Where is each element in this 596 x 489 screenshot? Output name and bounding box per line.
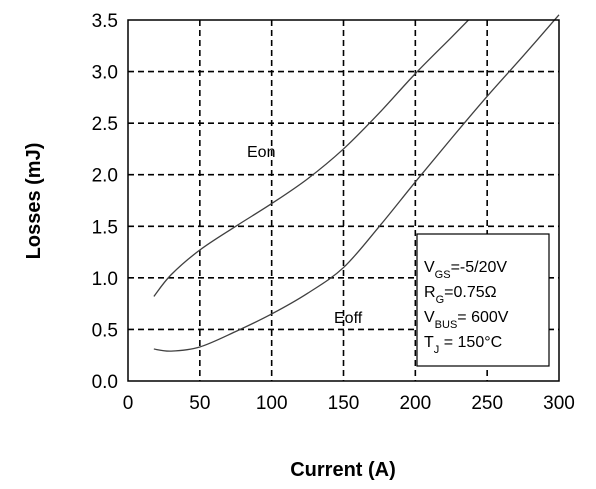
x-axis-title: Current (A) — [290, 459, 396, 481]
x-tick-label: 250 — [471, 393, 503, 414]
eoff-label: Eoff — [334, 310, 363, 327]
grid — [128, 20, 559, 381]
y-tick-label: 0.5 — [92, 320, 118, 341]
x-tick-label: 150 — [328, 393, 360, 414]
y-tick-label: 2.0 — [92, 166, 118, 187]
condition-line: VBUS= 600V — [424, 309, 509, 331]
conditions-legend: VGS=-5/20V RG=0.75Ω VBUS= 600V TJ = 150°C — [416, 233, 550, 367]
y-tick-label: 0.0 — [92, 372, 118, 393]
y-tick-label: 2.5 — [92, 114, 118, 135]
y-tick-label: 1.5 — [92, 217, 118, 238]
x-tick-label: 200 — [399, 393, 431, 414]
y-tick-label: 3.5 — [92, 11, 118, 32]
series-line-eon — [153, 19, 469, 297]
x-tick-label: 100 — [256, 393, 288, 414]
condition-line: RG=0.75Ω — [424, 284, 497, 306]
y-axis-title: Losses (mJ) — [23, 143, 45, 260]
conditions-box — [416, 233, 550, 367]
x-tick-label: 0 — [123, 393, 134, 414]
x-tick-label: 300 — [543, 393, 575, 414]
series-lines — [153, 14, 560, 352]
eon-label: Eon — [247, 144, 275, 161]
y-tick-label: 1.0 — [92, 269, 118, 290]
x-tick-label: 50 — [189, 393, 210, 414]
condition-line: TJ = 150°C — [424, 334, 502, 356]
y-tick-label: 3.0 — [92, 63, 118, 84]
plot-area — [127, 19, 560, 382]
condition-line: VGS=-5/20V — [424, 259, 507, 281]
series-line-eoff — [153, 14, 560, 352]
tick-labels: 0 50 100 150 200 250 300 0.0 0.5 1.0 1.5 2.0 2.5 3.0 3… — [92, 11, 575, 414]
